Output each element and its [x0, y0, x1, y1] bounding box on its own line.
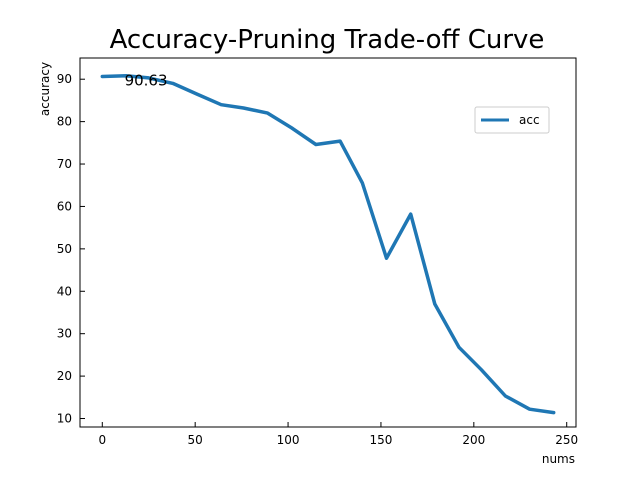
- x-tick-label: 0: [98, 433, 106, 447]
- series-layer: [100, 74, 556, 415]
- series-line-acc: [100, 74, 556, 415]
- x-tick-label: 150: [369, 433, 392, 447]
- y-tick-label: 10: [57, 412, 72, 426]
- y-tick-label: 30: [57, 327, 72, 341]
- chart-title: Accuracy-Pruning Trade-off Curve: [110, 25, 545, 55]
- y-tick-label: 70: [57, 157, 72, 171]
- y-axis-label: accuracy: [38, 62, 52, 116]
- y-tick-label: 60: [57, 199, 72, 213]
- y-axis: 10 20 30 40 50 60 70 80 90: [57, 72, 85, 426]
- legend: acc: [474, 106, 550, 134]
- annotation-layer: 90.63: [125, 72, 168, 90]
- plot-area-frame: [79, 57, 577, 428]
- legend-label-acc: acc: [519, 113, 540, 127]
- y-tick-label: 40: [57, 284, 72, 298]
- x-tick-label: 200: [462, 433, 485, 447]
- x-axis: 0 50 100 150 200 250: [98, 422, 578, 447]
- x-tick-label: 250: [555, 433, 578, 447]
- legend-box: [474, 106, 550, 134]
- x-tick-label: 50: [188, 433, 203, 447]
- y-tick-label: 50: [57, 242, 72, 256]
- y-tick-label: 20: [57, 369, 72, 383]
- y-tick-label: 80: [57, 115, 72, 129]
- peak-value-annotation: 90.63: [125, 72, 168, 90]
- x-tick-label: 100: [277, 433, 300, 447]
- x-axis-label: nums: [542, 452, 575, 466]
- y-tick-label: 90: [57, 72, 72, 86]
